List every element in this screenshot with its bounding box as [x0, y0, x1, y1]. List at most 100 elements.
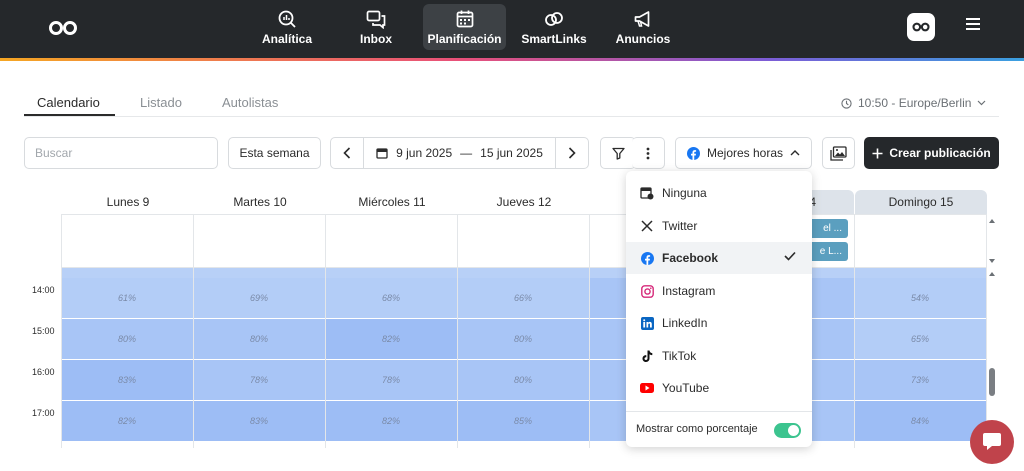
heat-cell[interactable]: 73%: [854, 360, 986, 400]
menu-item-label: LinkedIn: [662, 316, 708, 330]
menu-item-instagram[interactable]: Instagram: [626, 275, 812, 307]
linkedin-icon: [640, 316, 654, 330]
heat-cell[interactable]: 80%: [61, 319, 193, 359]
best-hours-dropdown[interactable]: Mejores horas: [675, 137, 812, 169]
heat-cell[interactable]: 82%: [61, 401, 193, 441]
chat-support-button[interactable]: [970, 420, 1014, 464]
date-range-navigator: 9 jun 2025 — 15 jun 2025: [330, 137, 589, 169]
search-input[interactable]: [24, 137, 218, 169]
grid-line: [193, 214, 194, 448]
instagram-icon: [640, 284, 654, 298]
top-navigation-bar: Analítica Inbox Planificación SmartLinks…: [0, 0, 1024, 58]
heat-cell[interactable]: 78%: [193, 360, 325, 400]
next-week-button[interactable]: [556, 138, 588, 168]
nav-planificacion[interactable]: Planificación: [423, 4, 506, 50]
hour-label: 17:00: [32, 408, 55, 418]
nav-analitica[interactable]: Analítica: [256, 4, 318, 50]
date-to: 15 jun 2025: [480, 146, 543, 160]
menu-item-label: Ninguna: [662, 186, 707, 200]
nav-smartlinks[interactable]: SmartLinks: [520, 4, 588, 50]
youtube-icon: [640, 383, 654, 393]
filter-button[interactable]: [600, 137, 636, 169]
day-header: Miércoles 11: [358, 195, 426, 209]
menu-item-twitter[interactable]: Twitter: [626, 210, 812, 242]
app-logo-icon: [912, 22, 930, 32]
accent-stripe: [0, 58, 1024, 61]
nav-label: Inbox: [360, 31, 392, 46]
day-header: Domingo 15: [855, 190, 987, 214]
heat-cell[interactable]: 54%: [854, 278, 986, 318]
heat-cell[interactable]: 83%: [193, 401, 325, 441]
menu-item-ninguna[interactable]: Ninguna: [626, 177, 812, 209]
timezone-selector[interactable]: 10:50 - Europe/Berlin: [841, 96, 986, 110]
heat-cell[interactable]: 85%: [457, 401, 589, 441]
active-tab-indicator: [24, 114, 115, 116]
timezone-label: 10:50 - Europe/Berlin: [858, 96, 972, 110]
create-post-label: Crear publicación: [889, 146, 991, 160]
tab-calendario[interactable]: Calendario: [37, 95, 100, 110]
all-day-row: [61, 214, 987, 268]
previous-week-button[interactable]: [331, 138, 363, 168]
menu-divider: [626, 411, 812, 412]
heat-cell[interactable]: 82%: [325, 319, 457, 359]
heat-row: [61, 268, 987, 278]
account-avatar[interactable]: [907, 13, 935, 41]
x-logo-icon: [641, 220, 653, 232]
menu-item-linkedin[interactable]: LinkedIn: [626, 307, 812, 339]
nav-label: Analítica: [261, 31, 312, 46]
percentage-toggle[interactable]: [774, 423, 801, 438]
calendar-scrollbar-thumb[interactable]: [989, 368, 995, 396]
nav-inbox[interactable]: Inbox: [346, 4, 406, 50]
this-week-button[interactable]: Esta semana: [228, 137, 321, 169]
heat-cell[interactable]: 69%: [193, 278, 325, 318]
grid-line: [986, 214, 987, 448]
calendar-scrollbar[interactable]: [988, 270, 996, 450]
heat-cell[interactable]: 61%: [61, 278, 193, 318]
menu-item-youtube[interactable]: YouTube: [626, 372, 812, 404]
chevron-left-icon: [343, 147, 351, 159]
percentage-toggle-label: Mostrar como porcentaje: [636, 423, 758, 435]
day-header: Martes 10: [233, 195, 287, 209]
heat-cell[interactable]: 80%: [457, 360, 589, 400]
checkmark-icon: [784, 251, 796, 261]
heat-cell[interactable]: 83%: [61, 360, 193, 400]
facebook-icon: [640, 251, 654, 265]
media-library-button[interactable]: [822, 137, 855, 169]
day-header: Lunes 9: [106, 195, 150, 209]
tab-autolistas[interactable]: Autolistas: [222, 95, 279, 110]
create-post-button[interactable]: Crear publicación: [864, 137, 999, 169]
heat-cell[interactable]: 66%: [457, 278, 589, 318]
heat-cell[interactable]: 84%: [854, 401, 986, 441]
tab-listado[interactable]: Listado: [140, 95, 182, 110]
nav-anuncios[interactable]: Anuncios: [612, 4, 674, 50]
heat-cell[interactable]: 82%: [325, 401, 457, 441]
megaphone-icon: [634, 10, 650, 27]
chevron-right-icon: [568, 147, 576, 159]
menu-item-label: Twitter: [662, 219, 698, 233]
heat-cell[interactable]: 68%: [325, 278, 457, 318]
best-hours-menu: Ninguna Twitter Facebook Instagram Linke…: [626, 171, 812, 447]
menu-item-label: Instagram: [662, 284, 716, 298]
filter-icon: [611, 147, 625, 160]
more-options-button[interactable]: [632, 137, 665, 169]
grid-line: [589, 214, 590, 448]
menu-item-facebook[interactable]: Facebook: [626, 242, 812, 274]
menu-item-tiktok[interactable]: TikTok: [626, 340, 812, 372]
tiktok-icon: [642, 350, 653, 362]
menu-icon[interactable]: [966, 18, 980, 32]
calendar-clock-icon: [640, 187, 654, 200]
chevron-down-icon: [977, 100, 986, 106]
date-range-picker[interactable]: 9 jun 2025 — 15 jun 2025: [363, 138, 556, 168]
heat-cell[interactable]: 78%: [325, 360, 457, 400]
hour-label: 16:00: [32, 367, 55, 377]
plus-icon: [872, 148, 883, 158]
images-icon: [830, 145, 847, 161]
heat-cell[interactable]: 65%: [854, 319, 986, 359]
grid-line: [325, 214, 326, 448]
calendar-icon: [456, 10, 473, 27]
app-logo-icon[interactable]: [48, 18, 78, 38]
inbox-icon: [366, 10, 386, 29]
allday-scrollbar[interactable]: [988, 216, 996, 266]
heat-cell[interactable]: 80%: [193, 319, 325, 359]
heat-cell[interactable]: 80%: [457, 319, 589, 359]
